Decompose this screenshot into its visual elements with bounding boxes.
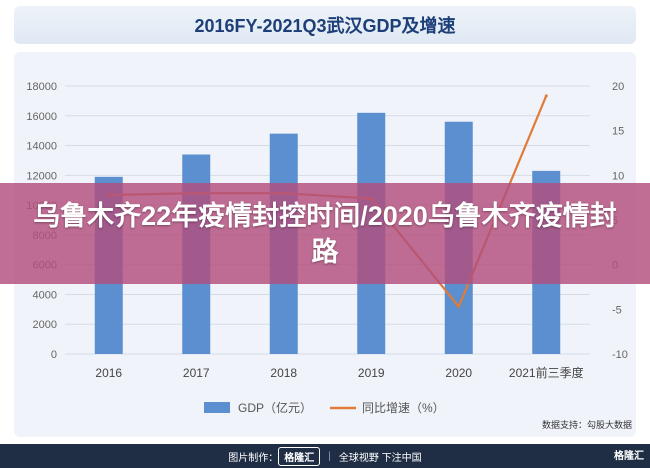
y-left-tick-label: 16000 <box>26 111 57 123</box>
y-right-tick-label: 10 <box>612 170 624 182</box>
x-tick-label: 2020 <box>445 366 472 380</box>
x-tick-label: 2017 <box>183 366 210 380</box>
y-left-tick-label: 18000 <box>26 81 57 93</box>
data-source: 数据支持：勾股大数据 <box>541 420 632 430</box>
x-tick-label: 2016 <box>95 366 122 380</box>
y-right-tick-label: -10 <box>612 349 628 361</box>
growth-point <box>457 305 461 309</box>
y-right-tick-label: -5 <box>612 304 622 316</box>
y-right-tick-label: 20 <box>612 81 624 93</box>
footer-bar: 图片制作： 格隆汇 | 全球视野 下注中国 <box>0 444 650 468</box>
growth-point <box>544 94 548 98</box>
footer-slogan: 全球视野 下注中国 <box>338 452 422 464</box>
x-tick-label: 2019 <box>358 366 385 380</box>
y-left-tick-label: 0 <box>51 349 57 361</box>
y-right-tick-label: 15 <box>612 126 624 138</box>
legend-label-growth: 同比增速（%） <box>362 401 445 415</box>
x-tick-label: 2021前三季度 <box>509 365 584 380</box>
x-tick-label: 2018 <box>270 366 297 380</box>
brand-logo: 格隆汇 <box>278 446 321 466</box>
footer-separator: | <box>328 450 331 462</box>
legend-label-gdp: GDP（亿元） <box>238 400 312 415</box>
y-left-tick-label: 12000 <box>26 170 57 182</box>
legend-swatch-gdp <box>204 402 230 413</box>
footer-produced-by: 图片制作： <box>228 452 279 464</box>
overlay-headline: 乌鲁木齐22年疫情封控时间/2020乌鲁木齐疫情封路 <box>33 200 617 267</box>
y-left-tick-label: 14000 <box>26 141 57 153</box>
corner-brand-logo: 格隆汇 <box>614 451 644 462</box>
title-overlay-banner: 乌鲁木齐22年疫情封控时间/2020乌鲁木齐疫情封路 <box>0 183 650 284</box>
y-left-tick-label: 4000 <box>33 289 57 301</box>
chart-title: 2016FY-2021Q3武汉GDP及增速 <box>14 6 636 44</box>
y-left-tick-label: 2000 <box>33 319 57 331</box>
